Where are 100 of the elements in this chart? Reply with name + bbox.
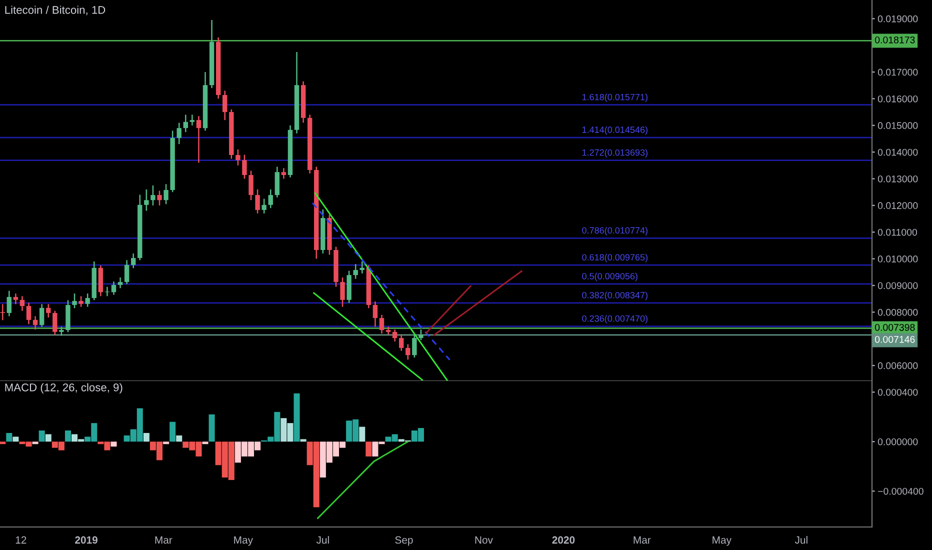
- y-tick-label: 0.012000: [878, 202, 918, 210]
- candlestick: [144, 188, 149, 212]
- candlestick: [150, 184, 156, 206]
- bar: [176, 435, 182, 442]
- bar: [143, 432, 150, 442]
- candlestick: [268, 188, 273, 209]
- y-tick-label: 0.014000: [878, 148, 918, 156]
- bar: [202, 442, 208, 444]
- y-tick-label: 0.006000: [878, 362, 918, 370]
- x-tick-label: Nov: [475, 536, 493, 544]
- candlestick: [183, 114, 188, 133]
- y-tick-label: −0.000400: [878, 488, 924, 495]
- annotation: 0.786(0.010774): [582, 226, 648, 236]
- candlestick: [360, 260, 364, 274]
- candlestick: [157, 190, 162, 206]
- x-tick-label: May: [234, 536, 253, 546]
- x-tick-label: 2020: [552, 536, 575, 544]
- bar: [300, 439, 306, 442]
- bar: [64, 430, 71, 442]
- candlestick: [0, 304, 5, 321]
- candlestick: [176, 122, 182, 145]
- x-tick-label: Jul: [316, 536, 329, 544]
- candlestick: [118, 276, 123, 289]
- candlestick: [52, 310, 58, 336]
- candlestick: [20, 296, 25, 312]
- candlestick: [85, 292, 90, 308]
- candlestick: [412, 334, 417, 358]
- annotation: 1.618(0.015771): [582, 94, 648, 102]
- candlestick: [26, 302, 32, 325]
- candlestick: [262, 198, 266, 214]
- bar: [170, 422, 176, 442]
- candlestick: [418, 328, 424, 341]
- candlestick: [406, 344, 410, 360]
- candlestick: [78, 296, 84, 308]
- candlestick: [255, 188, 260, 214]
- bar: [32, 442, 38, 444]
- candlestick: [281, 167, 286, 180]
- candlestick: [46, 304, 51, 318]
- x-tick-label: 12: [16, 536, 26, 544]
- ref-line-label: 0.007146: [874, 336, 915, 343]
- candlestick: [124, 260, 130, 285]
- bar: [6, 432, 12, 442]
- x-tick-label: May: [712, 536, 732, 546]
- y-tick-label: 0.016000: [878, 95, 918, 102]
- bar: [110, 442, 117, 447]
- bar: [208, 414, 215, 442]
- candlestick: [372, 300, 378, 328]
- annotation: 1.272(0.013693): [582, 149, 648, 158]
- chart-title: Litecoin / Bitcoin, 1D: [5, 6, 106, 16]
- candlestick: [236, 148, 240, 166]
- annotation: 0.382(0.008347): [582, 292, 648, 300]
- candlestick: [386, 326, 391, 336]
- x-tick-label: Mar: [634, 536, 651, 544]
- candlestick: [111, 280, 116, 296]
- x-tick-label: Mar: [155, 536, 172, 544]
- annotation: 1.414(0.014546): [582, 126, 648, 135]
- candlestick: [164, 183, 168, 205]
- y-tick-label: 0.013000: [878, 175, 918, 182]
- candlestick: [274, 166, 280, 198]
- ref-line-label: 0.018173: [874, 36, 915, 44]
- y-tick-label: 0.008000: [878, 308, 918, 316]
- candlestick: [222, 90, 228, 121]
- candlestick: [72, 292, 77, 309]
- bar: [163, 442, 170, 444]
- y-tick-label: 0.011000: [878, 228, 918, 236]
- candlestick: [399, 334, 404, 352]
- y-tick-label: 0.010000: [878, 256, 918, 262]
- chart-title: MACD (12, 26, close, 9): [5, 383, 122, 394]
- annotation: 0.236(0.007470): [582, 315, 648, 324]
- candlestick: [130, 252, 136, 269]
- candlestick: [39, 304, 44, 328]
- y-tick-label: 0.015000: [878, 122, 918, 130]
- bar: [294, 393, 300, 442]
- x-tick-label: 2019: [75, 536, 98, 544]
- candlestick: [248, 170, 254, 201]
- y-tick-label: 0.000400: [878, 388, 918, 396]
- candlestick: [196, 115, 202, 164]
- bar: [12, 436, 19, 442]
- annotation: 0.5(0.009056): [582, 272, 638, 282]
- bar: [359, 426, 366, 442]
- y-tick-label: 0.000000: [878, 438, 918, 446]
- bar: [38, 430, 45, 442]
- candlestick: [392, 328, 398, 342]
- y-tick-label: 0.017000: [878, 68, 918, 76]
- candlestick: [13, 292, 18, 305]
- candlestick: [379, 314, 384, 334]
- y-tick-label: 0.009000: [878, 282, 918, 290]
- ref-line-label: 0.007398: [874, 324, 915, 331]
- x-tick-label: Jul: [794, 536, 808, 544]
- candlestick: [6, 290, 12, 317]
- bar: [366, 442, 372, 456]
- x-tick-label: Sep: [395, 536, 413, 546]
- candlestick: [242, 154, 247, 180]
- annotation: 0.618(0.009765): [582, 254, 648, 262]
- candlestick: [190, 114, 195, 126]
- bar: [45, 434, 52, 442]
- candlestick: [104, 286, 110, 297]
- candlestick: [340, 276, 345, 308]
- y-tick-label: 0.019000: [878, 15, 918, 22]
- candlestick: [32, 316, 38, 330]
